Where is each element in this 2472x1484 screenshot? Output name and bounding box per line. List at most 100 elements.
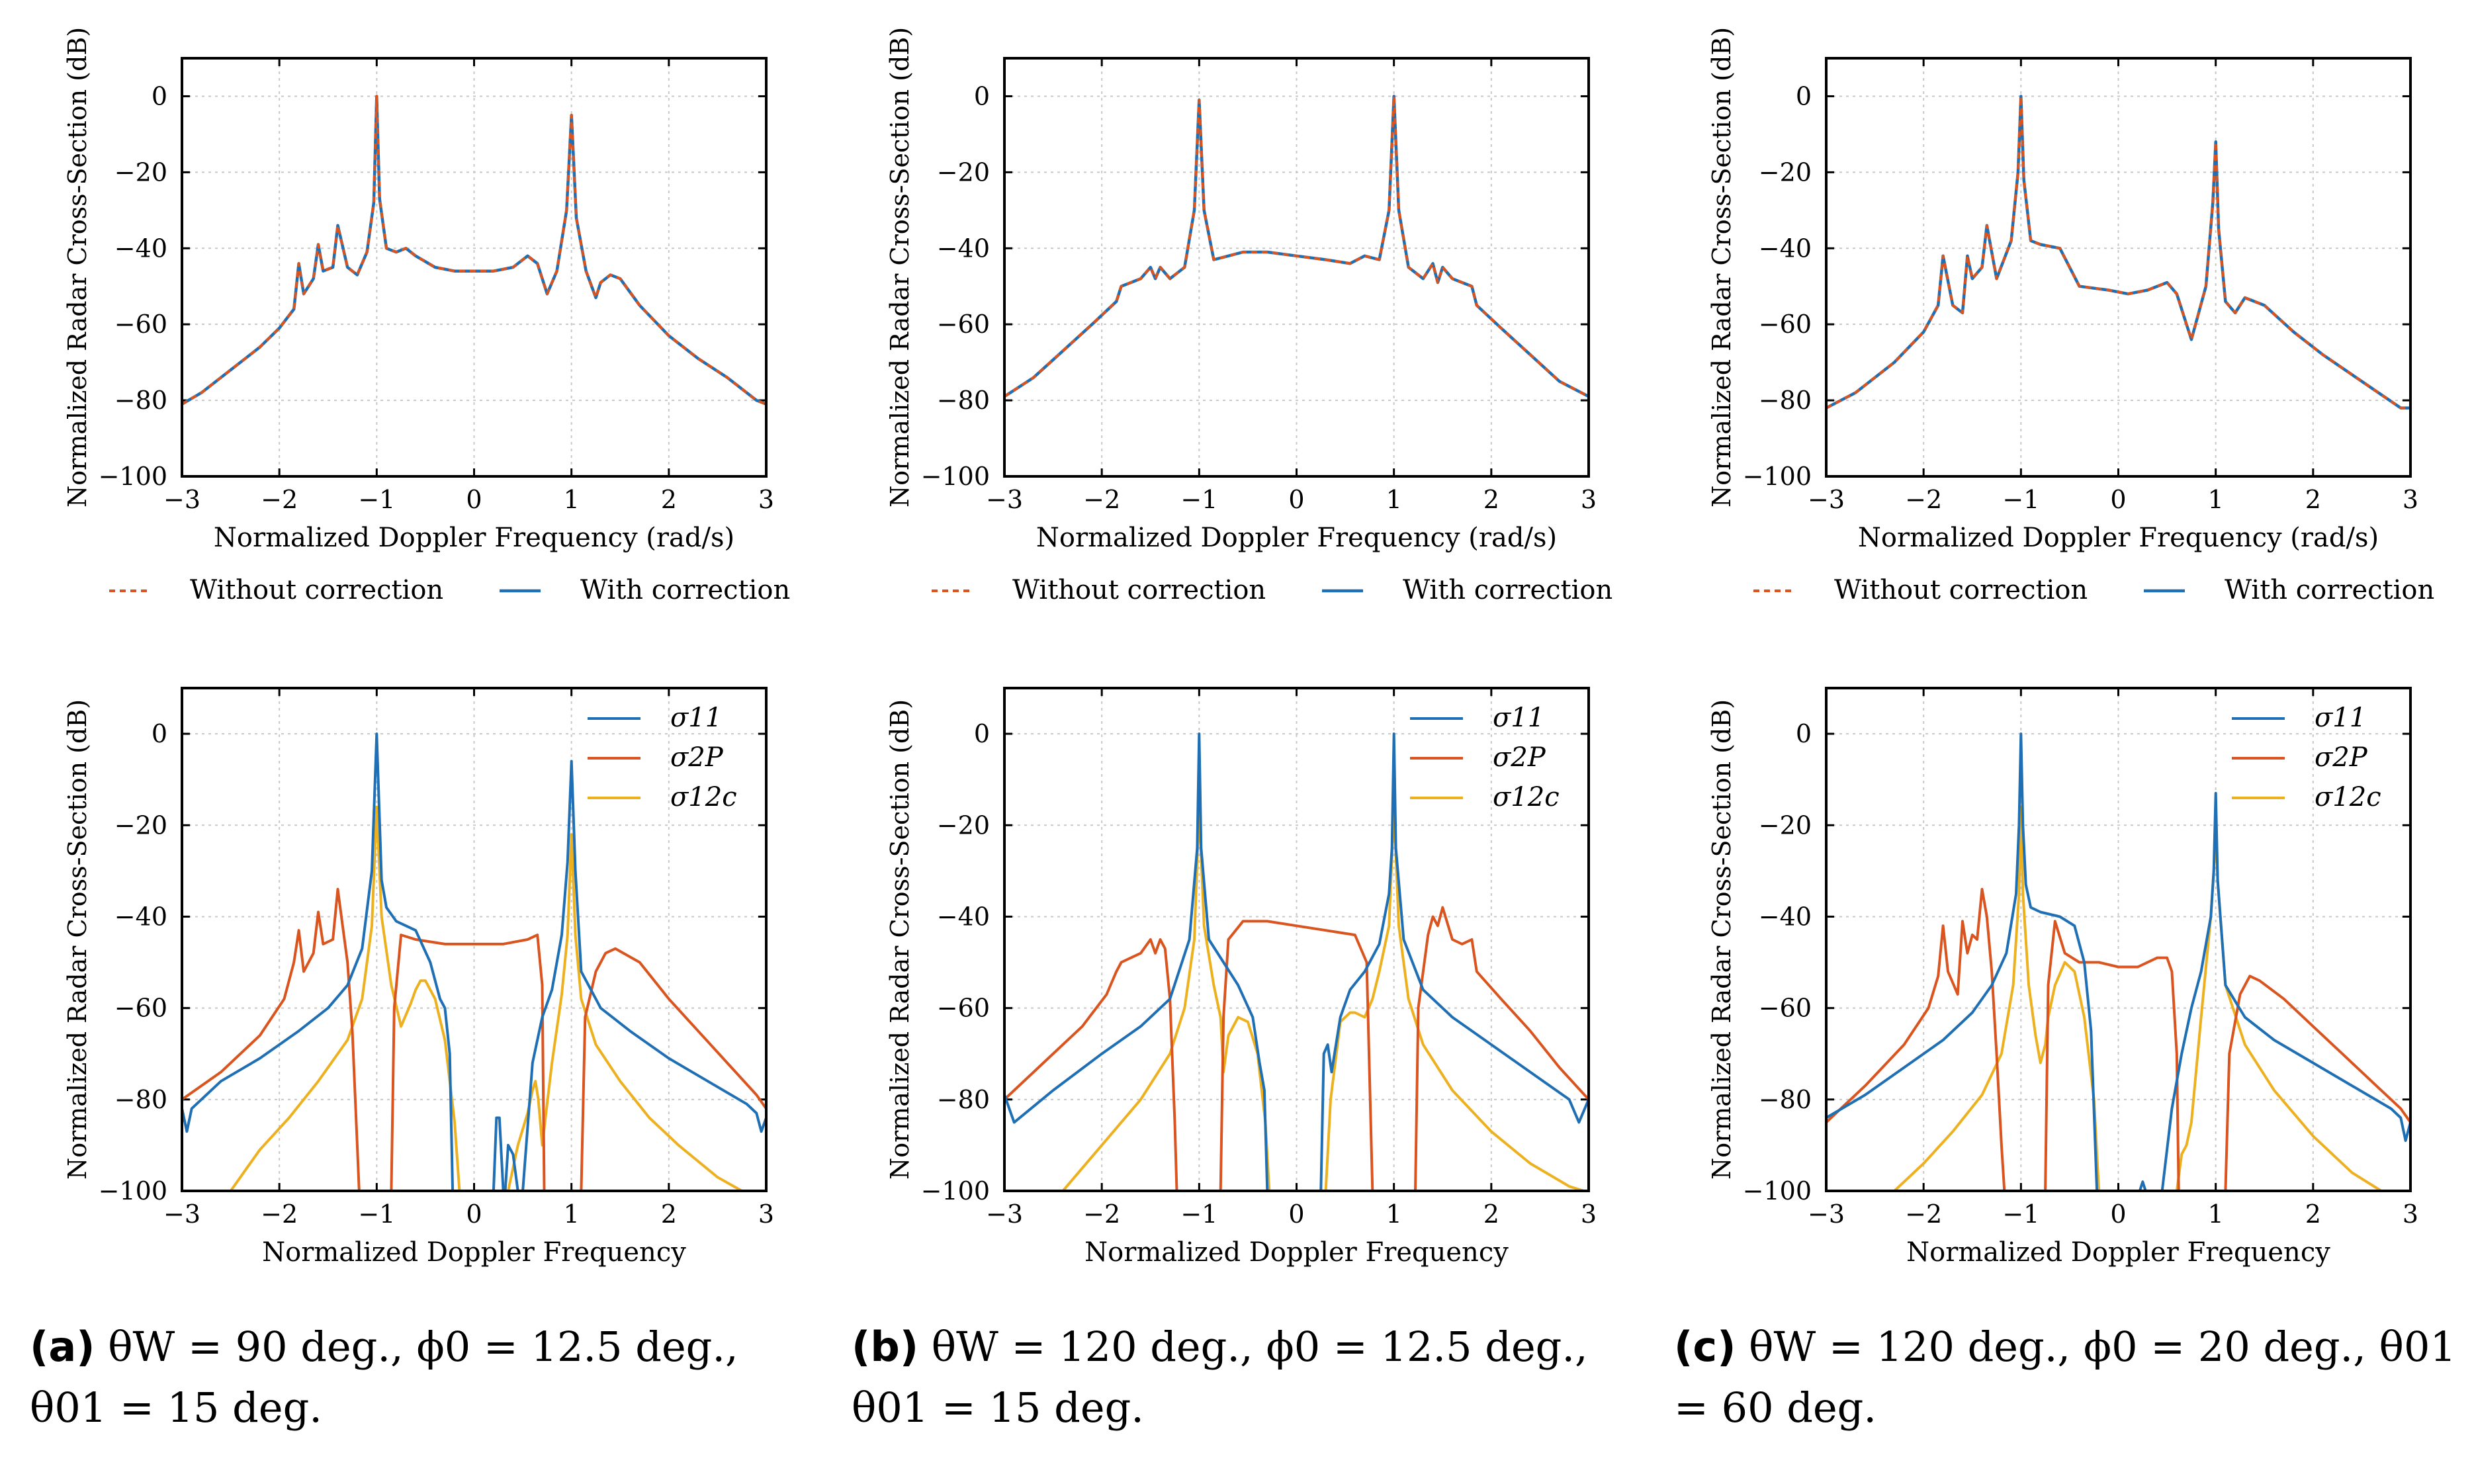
x-tick-label: −2 bbox=[1905, 485, 1942, 514]
y-tick-label: −80 bbox=[1759, 386, 1812, 415]
y-tick-label: −80 bbox=[114, 386, 167, 415]
series-s11-segment bbox=[2160, 791, 2410, 1191]
y-tick-label: −80 bbox=[937, 386, 990, 415]
series-s2p-segment bbox=[1414, 906, 1589, 1191]
legend-s11-label: σ11 bbox=[670, 703, 722, 733]
y-tick-label: −40 bbox=[114, 902, 167, 931]
y-tick-label: −20 bbox=[937, 810, 990, 840]
y-tick-label: −80 bbox=[114, 1085, 167, 1114]
x-tick-label: −2 bbox=[1905, 1200, 1942, 1229]
x-tick-label: −2 bbox=[261, 485, 298, 514]
series-s12c-segment bbox=[1893, 805, 2101, 1191]
series-s11-segment bbox=[504, 1143, 519, 1191]
y-tick-label: −20 bbox=[114, 157, 167, 187]
x-tick-label: 0 bbox=[466, 1200, 482, 1229]
x-tick-label: 1 bbox=[564, 485, 580, 514]
series-layer bbox=[1826, 732, 2410, 1191]
series-s2p-segment bbox=[2044, 920, 2180, 1191]
y-tick-label: −80 bbox=[937, 1085, 990, 1114]
y-tick-label: −40 bbox=[114, 234, 167, 263]
caption-a-label: (a) bbox=[30, 1323, 95, 1371]
x-tick-label: −3 bbox=[986, 485, 1023, 514]
y-tick-label: 0 bbox=[1796, 81, 1812, 110]
series-s2p-segment bbox=[580, 947, 766, 1191]
x-tick-label: 0 bbox=[466, 485, 482, 514]
x-tick-label: 2 bbox=[2305, 485, 2321, 514]
legend-s2p-label: σ2P bbox=[2315, 742, 2368, 773]
x-tick-label: 1 bbox=[2208, 485, 2224, 514]
chart-c-bottom: −3 −2 −1 0 1 2 3 0 −20 −40 −60 −80 −100 Normalized Do… bbox=[1707, 687, 2418, 1268]
plot-frame bbox=[1003, 687, 1590, 1192]
caption-a: (a) θW = 90 deg., ϕ0 = 12.5 deg., θ01 = … bbox=[30, 1317, 824, 1438]
chart-a-top: −3 −2 −1 0 1 2 3 0 −20 −40 −60 −80 −100 Normalized Do… bbox=[63, 27, 790, 605]
y-axis-label: Normalized Radar Cross-Section (dB) bbox=[63, 699, 92, 1180]
y-tick-label: −100 bbox=[921, 462, 990, 491]
legend-s11-label: σ11 bbox=[1493, 703, 1544, 733]
x-tick-label: 3 bbox=[2403, 1200, 2418, 1229]
x-tick-label: 2 bbox=[1483, 485, 1499, 514]
series-s2p-segment bbox=[1219, 920, 1374, 1191]
series-layer bbox=[1826, 95, 2410, 410]
series-s11-segment bbox=[492, 1116, 505, 1191]
x-tick-label: −3 bbox=[163, 1200, 200, 1229]
legend-s2p-label: σ2P bbox=[670, 742, 724, 773]
x-tick-label: 2 bbox=[661, 1200, 677, 1229]
series-layer bbox=[1004, 95, 1589, 398]
x-tick-label: 0 bbox=[1288, 485, 1304, 514]
y-tick-label: −60 bbox=[114, 994, 167, 1023]
caption-b-label: (b) bbox=[852, 1323, 919, 1371]
x-tick-label: 2 bbox=[2305, 1200, 2321, 1229]
caption-a-text: θW = 90 deg., ϕ0 = 12.5 deg., θ01 = 15 d… bbox=[30, 1323, 738, 1432]
series-layer bbox=[1004, 732, 1589, 1191]
plot-frame bbox=[1825, 687, 2412, 1192]
series-s11-segment bbox=[2138, 1180, 2147, 1191]
y-tick-label: −80 bbox=[1759, 1085, 1812, 1114]
y-axis-label: Normalized Radar Cross-Section (dB) bbox=[63, 27, 92, 507]
caption-b-text: θW = 120 deg., ϕ0 = 12.5 deg., θ01 = 15 … bbox=[852, 1323, 1588, 1432]
y-tick-label: −40 bbox=[1759, 234, 1812, 263]
x-tick-label: −1 bbox=[2002, 485, 2039, 514]
x-tick-label: −2 bbox=[1083, 1200, 1120, 1229]
y-tick-label: −60 bbox=[1759, 310, 1812, 339]
y-tick-label: −100 bbox=[99, 1176, 167, 1205]
series-s2p-segment bbox=[2224, 975, 2410, 1191]
y-tick-label: −100 bbox=[921, 1176, 990, 1205]
caption-c-text: θW = 120 deg., ϕ0 = 20 deg., θ01 = 60 de… bbox=[1674, 1323, 2456, 1432]
x-axis-label: Normalized Doppler Frequency (rad/s) bbox=[1036, 523, 1557, 553]
legend-s12c-label: σ12c bbox=[670, 782, 737, 812]
y-axis-label: Normalized Radar Cross-Section (dB) bbox=[885, 27, 914, 507]
x-tick-label: −1 bbox=[1180, 1200, 1217, 1229]
x-tick-label: −3 bbox=[986, 1200, 1023, 1229]
x-tick-label: 1 bbox=[2208, 1200, 2224, 1229]
chart-b-top: −3 −2 −1 0 1 2 3 0 −20 −40 −60 −80 −100 Normalized Do… bbox=[885, 27, 1612, 605]
x-tick-label: 1 bbox=[1386, 485, 1402, 514]
series-s11-segment bbox=[521, 760, 766, 1191]
x-tick-label: −2 bbox=[261, 1200, 298, 1229]
x-tick-label: 3 bbox=[758, 485, 774, 514]
series-s11-segment bbox=[1826, 732, 2099, 1191]
x-tick-label: 0 bbox=[1288, 1200, 1304, 1229]
series-s12c-segment bbox=[229, 805, 461, 1191]
chart-c-top: −3 −2 −1 0 1 2 3 0 −20 −40 −60 −80 −100 Normalized Do… bbox=[1707, 27, 2434, 605]
x-tick-label: −3 bbox=[1808, 485, 1845, 514]
chart-a-bottom: −3 −2 −1 0 1 2 3 0 −20 −40 −60 −80 −100 Normalized Do… bbox=[63, 687, 774, 1268]
plot-frame bbox=[1825, 57, 2412, 478]
x-tick-label: −2 bbox=[1083, 485, 1120, 514]
y-tick-label: 0 bbox=[974, 81, 990, 110]
y-tick-label: −60 bbox=[937, 310, 990, 339]
y-tick-label: −100 bbox=[1743, 1176, 1812, 1205]
x-tick-label: −3 bbox=[163, 485, 200, 514]
chart-b-bottom: −3 −2 −1 0 1 2 3 0 −20 −40 −60 −80 −100 Normalized Do… bbox=[885, 687, 1597, 1268]
plot-frame bbox=[1003, 57, 1590, 478]
y-tick-label: −40 bbox=[1759, 902, 1812, 931]
series-s11-segment bbox=[1319, 732, 1589, 1191]
series-s12c-segment bbox=[1061, 805, 1271, 1191]
legend-without-label: Without correction bbox=[190, 575, 443, 605]
caption-b: (b) θW = 120 deg., ϕ0 = 12.5 deg., θ01 =… bbox=[852, 1317, 1646, 1438]
legend-s11-label: σ11 bbox=[2315, 703, 2366, 733]
y-tick-label: −20 bbox=[1759, 810, 1812, 840]
x-tick-label: 3 bbox=[1581, 1200, 1597, 1229]
caption-c: (c) θW = 120 deg., ϕ0 = 20 deg., θ01 = 6… bbox=[1674, 1317, 2468, 1438]
series-s2p-segment bbox=[1826, 888, 2006, 1191]
